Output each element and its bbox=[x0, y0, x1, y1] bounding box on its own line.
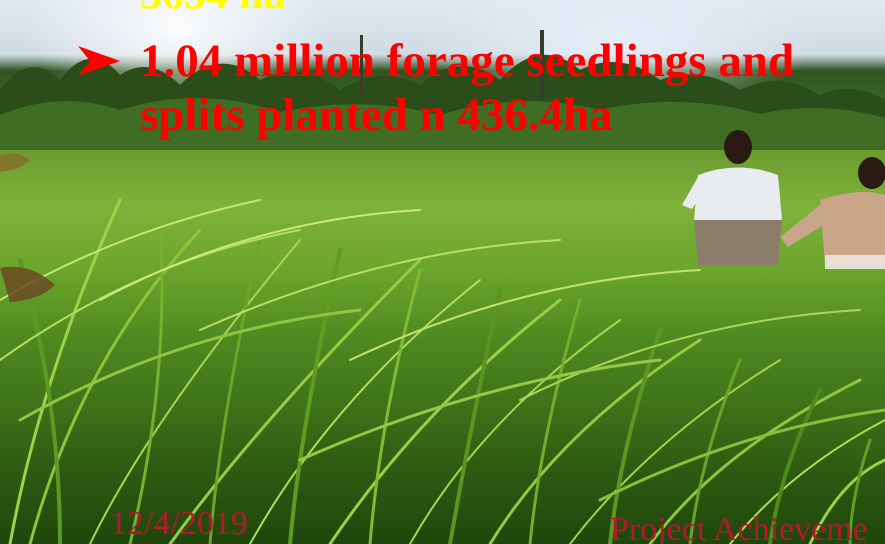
person-figure bbox=[682, 130, 782, 265]
arrow-bullet-icon bbox=[78, 46, 120, 76]
previous-bullet-text: 3654 ha bbox=[140, 0, 285, 16]
footer-title: Project Achieveme bbox=[610, 511, 868, 544]
person-figure bbox=[780, 157, 885, 269]
tree-line bbox=[0, 30, 885, 150]
bullet-text: 1.04 million forage seedlings and splits… bbox=[140, 35, 795, 141]
footer-date: 12/4/2019 bbox=[110, 505, 248, 542]
bullet-item: 1.04 million forage seedlings and splits… bbox=[72, 34, 882, 142]
